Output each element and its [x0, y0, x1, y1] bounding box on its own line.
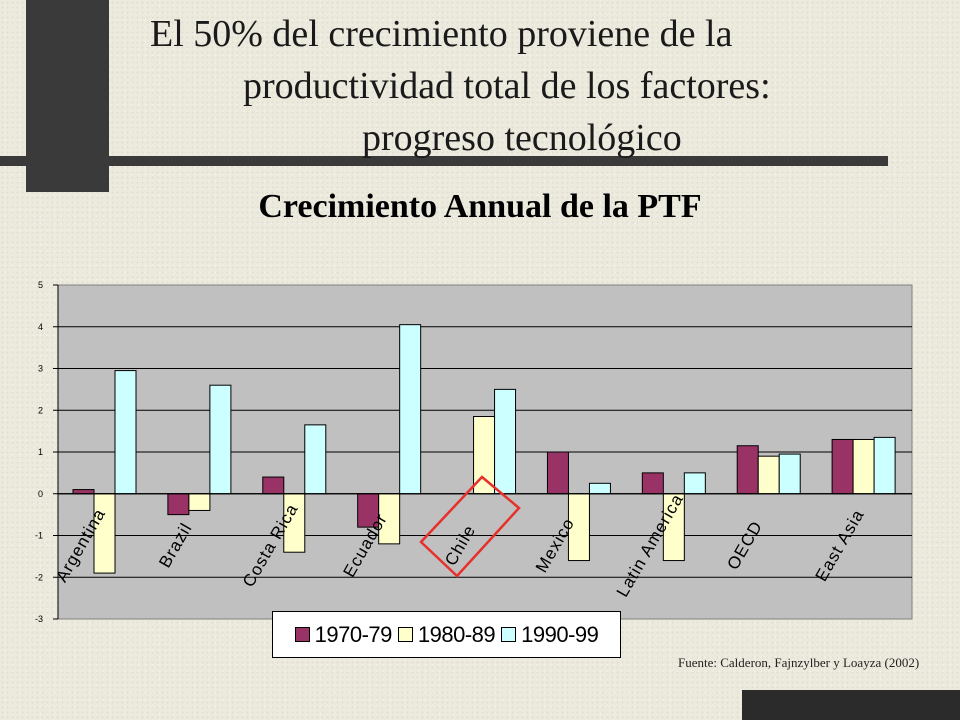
bar-mexico-1990-99 — [588, 482, 611, 495]
legend-label-1980-89: 1980-89 — [417, 621, 496, 647]
bar-east-asia-1990-99 — [873, 436, 896, 495]
decorative-horizontal-bar — [0, 156, 888, 166]
bar-costa-rica-1990-99 — [304, 424, 327, 495]
legend-item-1990-99: 1990-99 — [501, 621, 599, 648]
chart-title: Crecimiento Annual de la PTF — [258, 188, 702, 225]
bar-brazil-1970-79 — [167, 493, 190, 516]
y-tick-label-1: 1 — [38, 447, 43, 457]
bar-mexico-1970-79 — [546, 451, 569, 495]
bar-latin-america-1970-79 — [641, 472, 664, 495]
y-tick-label-3: 3 — [38, 364, 43, 374]
bar-oecd-1990-99 — [778, 453, 801, 495]
decorative-corner-block — [742, 690, 960, 720]
legend-swatch-1980-89 — [397, 627, 413, 642]
chile-highlight — [419, 475, 521, 578]
y-tick-label--3: -3 — [35, 614, 43, 624]
bar-chile-1990-99 — [494, 388, 517, 495]
legend-item-1980-89: 1980-89 — [397, 621, 496, 648]
y-tick-label-0: 0 — [38, 489, 43, 499]
y-tick-label--1: -1 — [35, 531, 43, 541]
highlight-diamond-chile — [419, 475, 521, 578]
bar-argentina-1990-99 — [114, 370, 137, 495]
legend-swatch-1990-99 — [501, 627, 517, 642]
bar-latin-america-1990-99 — [683, 472, 706, 495]
bar-oecd-1970-79 — [736, 445, 759, 495]
slide-title-line-3: progreso tecnológico — [362, 117, 682, 159]
y-tick-label-5: 5 — [38, 280, 43, 290]
legend-swatch-1970-79 — [294, 627, 310, 642]
slide-title-line-2: productividad total de los factores: — [243, 65, 771, 107]
y-tick-label-4: 4 — [38, 322, 43, 332]
chart-legend: 1970-79 1980-89 1990-99 — [272, 611, 621, 658]
legend-item-1970-79: 1970-79 — [294, 621, 393, 648]
bars — [72, 324, 896, 574]
bar-oecd-1980-89 — [757, 455, 780, 495]
bar-argentina-1970-79 — [72, 489, 95, 495]
source-citation: Fuente: Calderon, Fajnzylber y Loayza (2… — [678, 655, 920, 670]
bar-east-asia-1980-89 — [852, 438, 875, 495]
bar-brazil-1980-89 — [188, 493, 211, 511]
bar-brazil-1990-99 — [209, 384, 232, 495]
legend-label-1990-99: 1990-99 — [521, 621, 599, 647]
slide-title-line-1: El 50% del crecimiento proviene de la — [150, 13, 733, 55]
bar-ecuador-1990-99 — [399, 324, 422, 495]
y-tick-label-2: 2 — [38, 405, 43, 415]
y-tick-label--2: -2 — [35, 572, 43, 582]
bar-east-asia-1970-79 — [831, 438, 854, 495]
bar-costa-rica-1970-79 — [262, 476, 285, 495]
axes: -3 -2 -1 0 1 2 3 4 5 — [35, 280, 912, 624]
legend-label-1970-79: 1970-79 — [314, 621, 393, 647]
slide-title: El 50% del crecimiento proviene de la pr… — [140, 8, 940, 164]
